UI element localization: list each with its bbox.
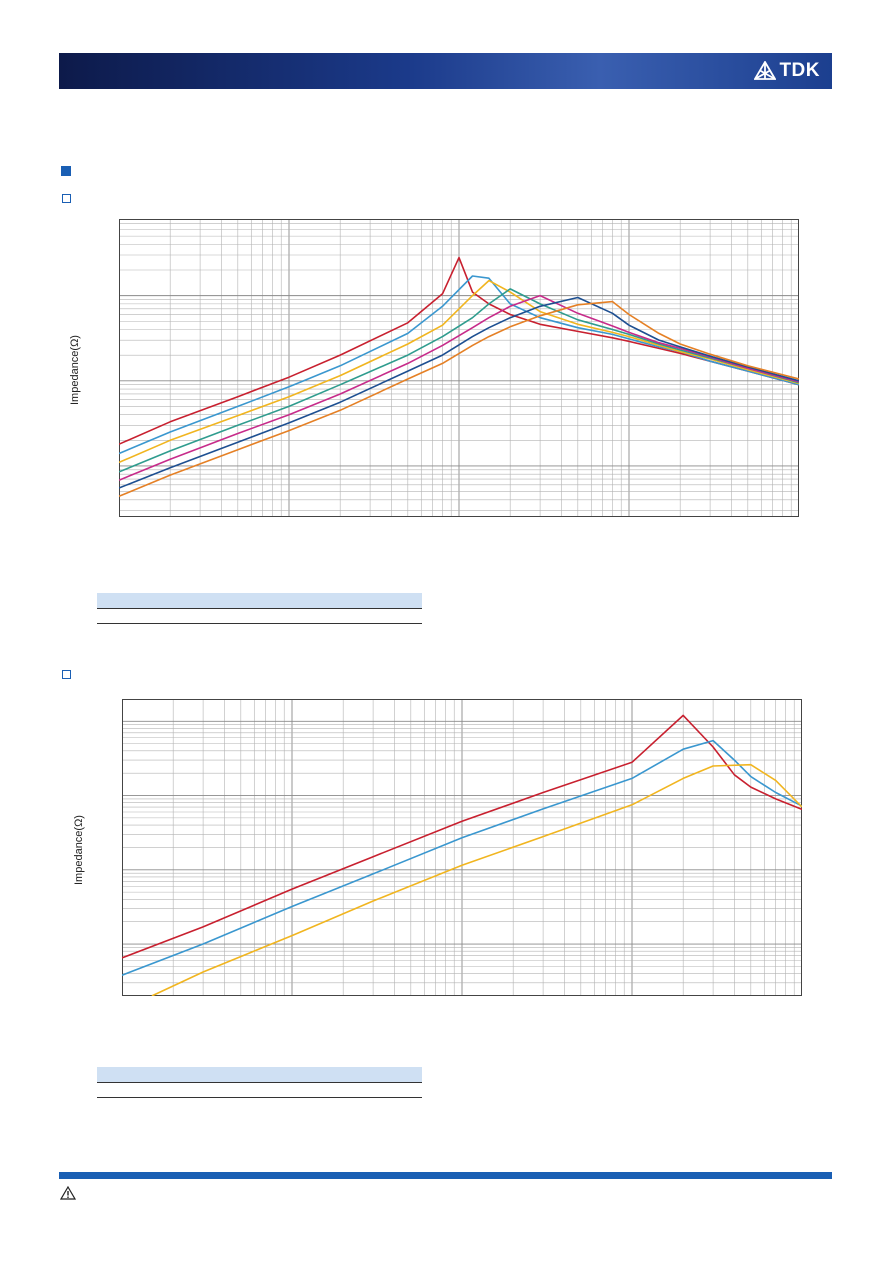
section-marker: [61, 166, 71, 176]
legend-table-1-bottom: [97, 623, 422, 624]
legend-table-2-rule: [97, 1082, 422, 1083]
chart1-series-1: [119, 256, 799, 445]
logo-text: TDK: [779, 60, 820, 81]
legend-table-1-rule: [97, 608, 422, 609]
header-bar: TDK: [59, 53, 832, 89]
warning-icon: [60, 1186, 76, 1200]
footer-bar: [59, 1172, 832, 1179]
subsection-marker-1: [62, 194, 71, 203]
impedance-chart-2: [122, 699, 802, 996]
tdk-logo-icon: [754, 61, 777, 80]
legend-table-2-bottom: [97, 1097, 422, 1098]
legend-table-2-header: [97, 1067, 422, 1082]
chart2-series-3: [151, 763, 802, 996]
chart2-series-2: [122, 739, 802, 976]
legend-table-1-header: [97, 593, 422, 608]
tdk-logo: TDK: [754, 59, 820, 83]
chart2-frame: [122, 699, 802, 996]
chart1-frame: [119, 219, 799, 517]
chart2-grid: [122, 699, 802, 996]
chart1-series-6: [119, 296, 799, 489]
impedance-chart-1: [119, 219, 799, 517]
chart1-series-5: [119, 294, 799, 481]
chart1-series-4: [119, 288, 799, 473]
chart1-series-3: [119, 279, 799, 464]
chart1-series-7: [119, 300, 799, 498]
subsection-marker-2: [62, 670, 71, 679]
chart2-series-1: [122, 714, 802, 959]
chart1-grid: [119, 219, 799, 517]
chart2-ylabel: Impedance(Ω): [73, 815, 85, 885]
chart1-ylabel: Impedance(Ω): [69, 335, 81, 405]
